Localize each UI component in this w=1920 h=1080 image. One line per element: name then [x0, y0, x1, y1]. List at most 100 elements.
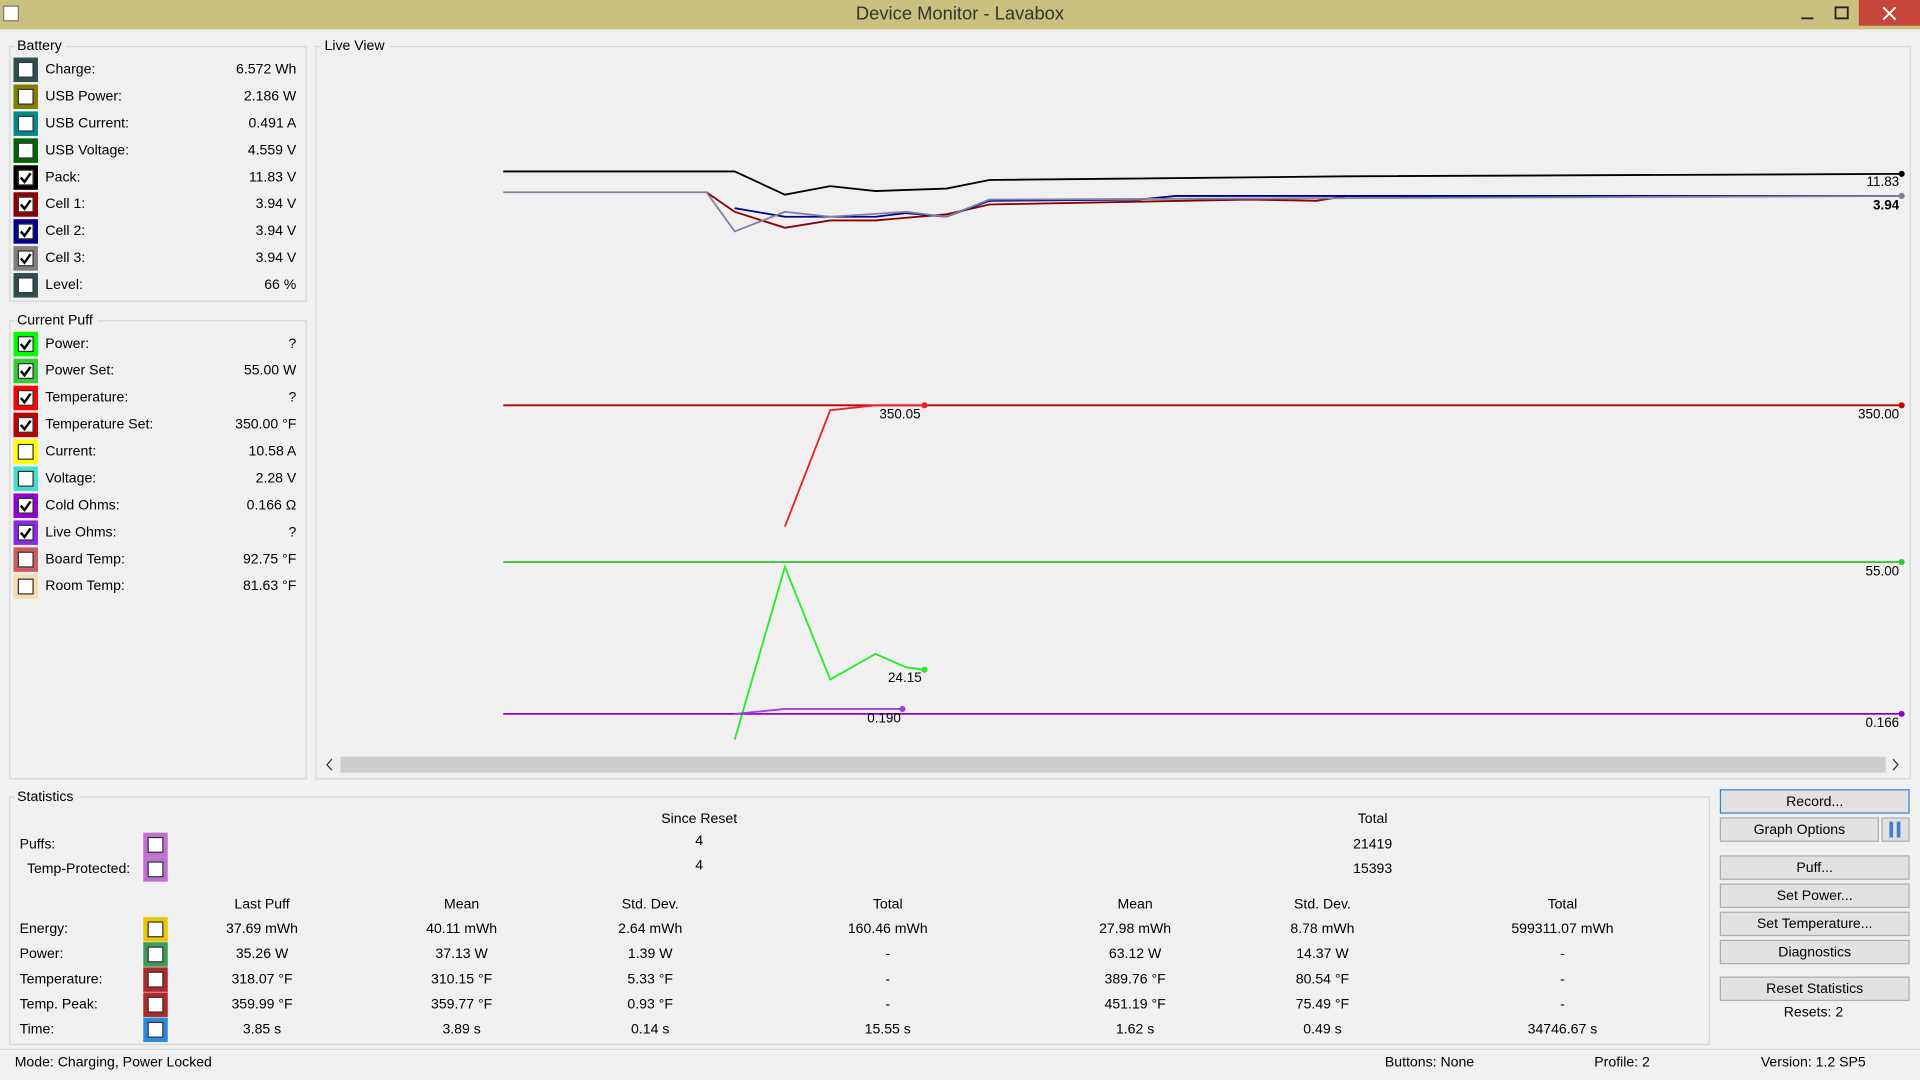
row-label: Cell 1:: [45, 195, 85, 211]
checkbox[interactable]: [147, 1021, 164, 1038]
stat-cell: 37.69 mWh: [226, 920, 298, 936]
checkbox[interactable]: [17, 169, 34, 186]
stat-cell: -: [1560, 945, 1565, 961]
status-text: Mode: Charging, Power Locked: [15, 1054, 212, 1070]
column-header: Mean: [444, 896, 479, 912]
checkbox[interactable]: [147, 996, 164, 1013]
stat-cell: 40.11 mWh: [426, 920, 497, 936]
checkbox[interactable]: [147, 861, 164, 878]
stat-cell: 3.85 s: [243, 1021, 281, 1037]
column-header: Last Puff: [234, 896, 289, 912]
checkmark: [19, 392, 32, 405]
column-header: Total: [1548, 896, 1578, 912]
column-header: Mean: [1117, 896, 1152, 912]
checkbox[interactable]: [17, 115, 34, 132]
checkmark: [19, 226, 32, 238]
stat-cell: 359.99 °F: [231, 995, 293, 1011]
maximize-button[interactable]: [1834, 6, 1849, 20]
scroll-arrows[interactable]: [326, 758, 1899, 771]
pause-button[interactable]: [1881, 817, 1910, 842]
checkbox[interactable]: [147, 921, 164, 938]
cell1-line: [706, 191, 1902, 229]
button[interactable]: [1719, 939, 1910, 965]
row-value: 3.94 V: [256, 195, 297, 211]
stat-cell: 1.62 s: [1116, 1021, 1154, 1037]
checkbox[interactable]: [17, 142, 34, 159]
checkbox[interactable]: [17, 336, 34, 353]
dot: [899, 705, 906, 713]
graph-label: 11.83: [1867, 174, 1900, 189]
group-label-bg: [320, 39, 390, 54]
checkmark: [19, 339, 32, 351]
row-value: 0.491 A: [249, 114, 297, 130]
live-view-group: [315, 45, 1911, 780]
row-label: Voltage:: [45, 469, 96, 485]
button-label[interactable]: Record...: [1786, 793, 1843, 809]
row-value: 0.166 Ω: [247, 496, 297, 512]
button-label[interactable]: Puff...: [1796, 859, 1833, 875]
checkbox[interactable]: [17, 390, 34, 406]
button-label[interactable]: Reset Statistics: [1766, 980, 1863, 996]
checkbox[interactable]: [17, 223, 34, 240]
stat-cell: -: [1560, 970, 1565, 986]
row-value: 4.559 V: [248, 141, 297, 157]
button-label[interactable]: Graph Options: [1754, 821, 1846, 837]
row-label: USB Current:: [45, 114, 129, 130]
button[interactable]: [1719, 976, 1910, 1002]
checkbox[interactable]: [17, 470, 34, 487]
battery-group: [9, 45, 307, 302]
checkbox[interactable]: [17, 88, 34, 105]
checkbox[interactable]: [17, 551, 34, 568]
stat-label: Energy:: [20, 920, 69, 936]
checkmark: [19, 199, 32, 211]
row-label: Power Set:: [45, 362, 114, 378]
button-label[interactable]: Set Power...: [1777, 887, 1853, 903]
group-label-bg: [14, 39, 67, 54]
checkbox[interactable]: [17, 363, 34, 379]
column-group-header: Total: [1358, 810, 1388, 826]
scrollbar-thumb[interactable]: [340, 756, 1886, 773]
button[interactable]: [1719, 855, 1910, 880]
stat-cell: 34746.67 s: [1528, 1021, 1598, 1037]
button-label[interactable]: Set Temperature...: [1757, 915, 1873, 931]
stat-cell: 75.49 °F: [1296, 995, 1350, 1011]
checkbox[interactable]: [17, 578, 34, 595]
checkbox[interactable]: [17, 443, 34, 460]
resets-count: Resets: 2: [1784, 1003, 1844, 1019]
status-text: Version: 1.2 SP5: [1761, 1054, 1866, 1070]
stat-cell: -: [1560, 995, 1565, 1011]
checkbox[interactable]: [147, 836, 164, 853]
checkbox[interactable]: [147, 971, 164, 988]
checkbox[interactable]: [17, 497, 34, 514]
checkbox[interactable]: [17, 524, 34, 541]
row-value: 3.94 V: [256, 222, 297, 238]
graph-label: 350.05: [879, 407, 920, 422]
button[interactable]: [1719, 883, 1910, 908]
button-label[interactable]: Diagnostics: [1778, 943, 1851, 959]
dot: [1898, 170, 1905, 177]
column-group-header: Since Reset: [661, 810, 737, 826]
button[interactable]: [1719, 817, 1879, 842]
stat-cell: 1.39 W: [628, 945, 673, 961]
checkbox[interactable]: [17, 196, 34, 213]
app-icon: [3, 5, 19, 22]
window-title: Device Monitor - Lavabox: [856, 3, 1064, 24]
checkbox[interactable]: [17, 416, 34, 433]
checkbox[interactable]: [147, 946, 164, 963]
stat-label: Temp. Peak:: [20, 995, 98, 1011]
graph-label: 0.166: [1866, 715, 1900, 730]
button[interactable]: [1719, 789, 1910, 814]
dot: [921, 666, 928, 673]
checkmark: [19, 172, 32, 184]
row-value: 3.94 V: [256, 249, 297, 265]
checkbox[interactable]: [17, 277, 34, 294]
row-value: ?: [288, 389, 296, 405]
count-label: Puffs:: [20, 836, 56, 852]
button[interactable]: [1719, 911, 1910, 937]
stat-cell: 318.07 °F: [231, 970, 293, 986]
checkbox[interactable]: [17, 61, 34, 78]
checkbox[interactable]: [17, 250, 34, 267]
count-label: Temp-Protected:: [27, 860, 130, 876]
